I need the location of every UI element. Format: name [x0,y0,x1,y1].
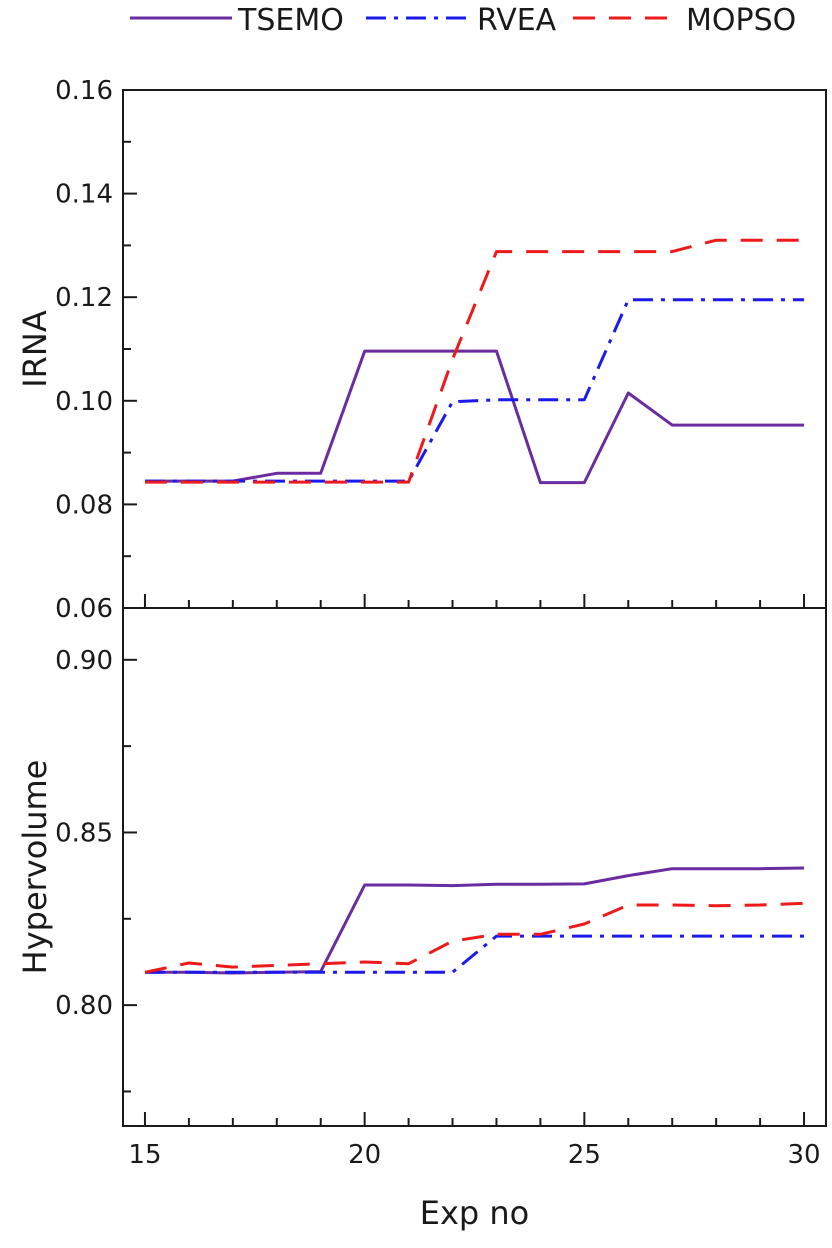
legend-label-rvea: RVEA [477,3,557,38]
hypervolume-series-mopso-line [144,901,805,974]
hypervolume-series-rvea-line [145,934,804,974]
x-tick-label: 25 [568,1140,601,1170]
hypervolume-y-tick-label: 0.80 [55,991,113,1021]
irna-plot-frame [122,89,827,609]
irna-y-tick-label: 0.16 [55,76,113,106]
irna-series-rvea-line [145,298,804,483]
x-tick-label: 20 [348,1140,381,1170]
hypervolume-y-axis-title: Hypervolume [16,760,54,975]
irna-y-tick-label: 0.08 [55,490,113,520]
hypervolume-y-tick-label: 0.85 [55,818,113,848]
legend-label-mopso: MOPSO [686,3,796,38]
irna-y-axis-title: IRNA [16,310,54,388]
irna-y-tick-label: 0.06 [55,594,113,624]
irna-y-tick-label: 0.10 [55,387,113,417]
hypervolume-plot-frame [122,607,827,1127]
x-axis-title: Exp no [420,1194,530,1232]
hypervolume-y-tick-label: 0.90 [55,646,113,676]
legend-label-tsemo: TSEMO [237,3,344,38]
hypervolume-panel: 0.80 0.85 0.90 15 20 25 30 Hypervolume Exp no [16,607,827,1232]
irna-y-tick-label: 0.12 [55,283,113,313]
irna-y-tick-label: 0.14 [55,180,113,210]
legend: TSEMO RVEA MOPSO [130,3,796,38]
irna-panel: 0.06 0.08 0.10 0.12 0.14 0.16 IRNA [16,76,827,624]
x-tick-label: 15 [128,1140,161,1170]
hypervolume-series-tsemo-line [145,866,805,975]
x-tick-label: 30 [787,1140,820,1170]
irna-series-mopso-line [145,238,804,484]
irna-series-tsemo-line [145,349,804,485]
